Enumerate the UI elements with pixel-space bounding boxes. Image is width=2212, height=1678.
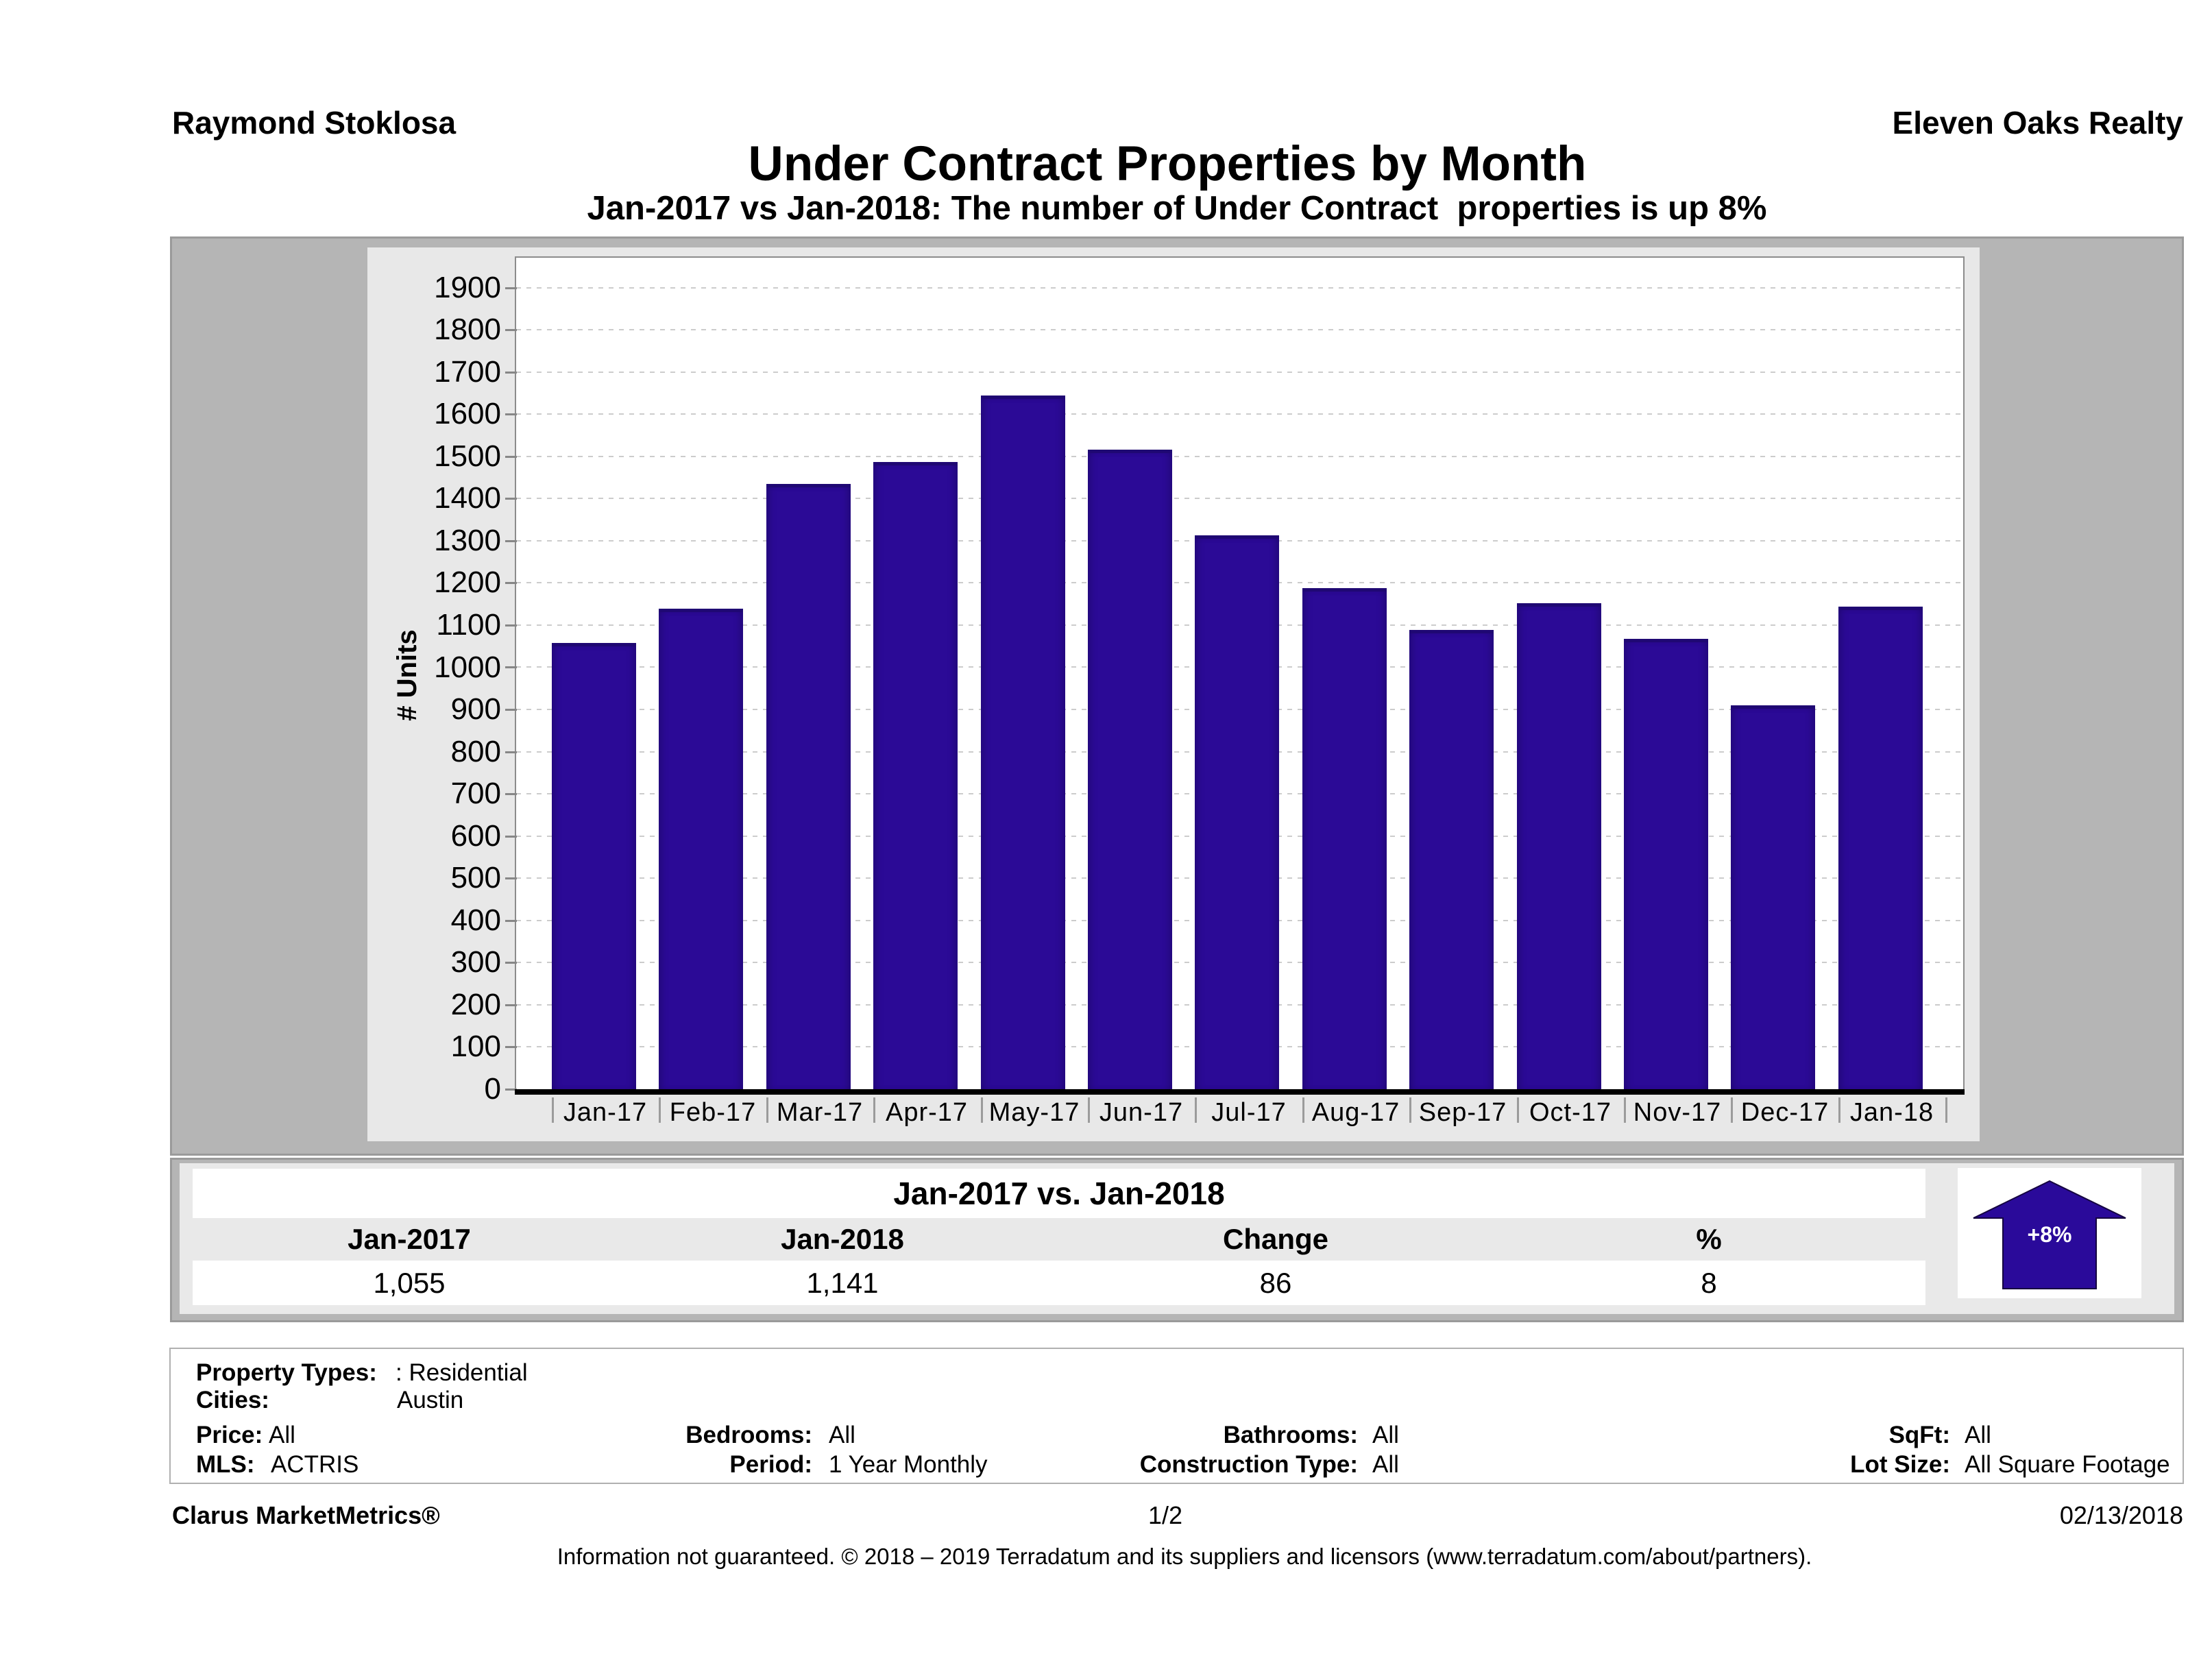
svg-text:+8%: +8% xyxy=(2028,1222,2072,1247)
